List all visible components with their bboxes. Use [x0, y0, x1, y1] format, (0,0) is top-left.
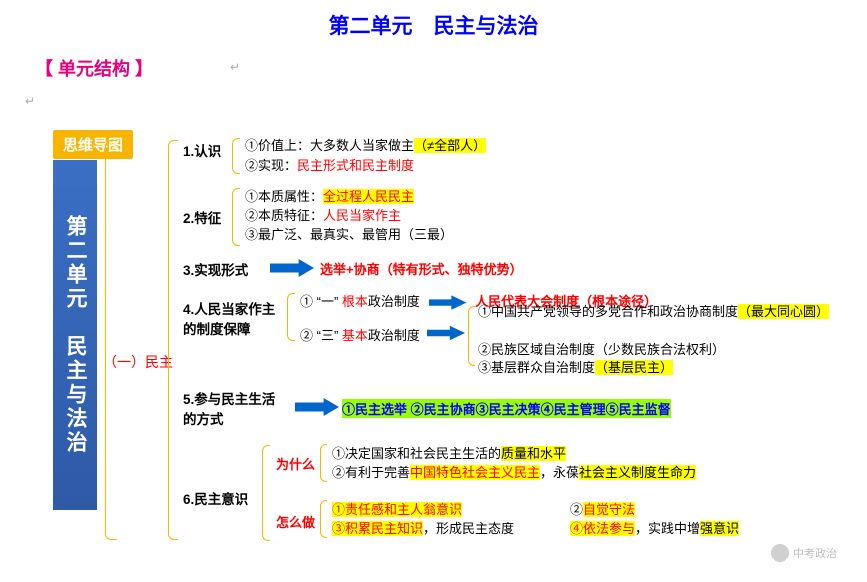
text: ②民族区域自治制度（少数民族合法权利）: [478, 339, 725, 358]
text: 选举+协商（特有形式、独特优势）: [320, 259, 523, 278]
text: ④依法参与，实践中增强意识: [570, 518, 739, 537]
text: ②有利于完善中国特色社会主义民主，永葆社会主义制度生命力: [332, 462, 696, 481]
text: ①责任感和主人翁意识: [332, 499, 462, 518]
text: ③积累民主知识，形成民主态度: [332, 518, 514, 537]
label-why: 为什么: [276, 454, 315, 473]
brace: [468, 306, 475, 366]
section-header: 【 单元结构 】: [35, 55, 867, 81]
text: ②自觉守法: [570, 499, 635, 518]
page-title: 第二单元 民主与法治: [0, 0, 867, 40]
text: ①中国共产党领导的多党合作和政治协商制度（最大同心圆）: [478, 304, 848, 320]
node-system: 4.人民当家作主的制度保障: [183, 298, 283, 338]
brace: [320, 500, 327, 538]
text: ①民主选举 ②民主协商③民主决策④民主管理⑤民主监督: [342, 399, 671, 418]
arrow-icon: [270, 259, 314, 277]
watermark-icon: [771, 544, 789, 562]
return-mark: ↵: [230, 60, 240, 74]
brace: [320, 444, 327, 482]
text: ②实现：民主形式和民主制度: [245, 155, 414, 174]
text: ② “三” 基本政治制度: [300, 325, 420, 344]
brace: [287, 293, 295, 341]
text: ③基层群众自治制度（基层民主）: [478, 357, 673, 376]
brace: [262, 445, 270, 541]
unit-vertical-title: 第二单元 民主与法治: [53, 160, 97, 510]
node-form: 3.实现形式: [183, 259, 248, 279]
brace: [105, 140, 117, 540]
arrow-icon: [427, 325, 465, 341]
arrow-icon: [429, 295, 467, 311]
text: ③最广泛、最真实、最管用（三最）: [245, 224, 453, 243]
text: ①价值上：大多数人当家做主（≠全部人）: [245, 135, 486, 154]
text: ①决定国家和社会民主生活的质量和水平: [332, 443, 566, 462]
node-recognition: 1.认识: [183, 140, 221, 160]
watermark: 中考政治: [771, 544, 837, 562]
arrow-icon: [295, 398, 339, 416]
brace: [232, 188, 240, 246]
brace: [232, 138, 240, 174]
text: ②本质特征：人民当家作主: [245, 205, 401, 224]
node-participate: 5.参与民主生活的方式: [183, 388, 283, 428]
text: ①本质属性：全过程人民民主: [245, 186, 414, 205]
mindmap-badge: 思维导图: [53, 130, 133, 159]
node-feature: 2.特征: [183, 207, 221, 227]
node-awareness: 6.民主意识: [183, 488, 248, 508]
brace: [168, 140, 178, 540]
label-how: 怎么做: [276, 512, 315, 531]
return-mark: ↵: [25, 94, 35, 108]
